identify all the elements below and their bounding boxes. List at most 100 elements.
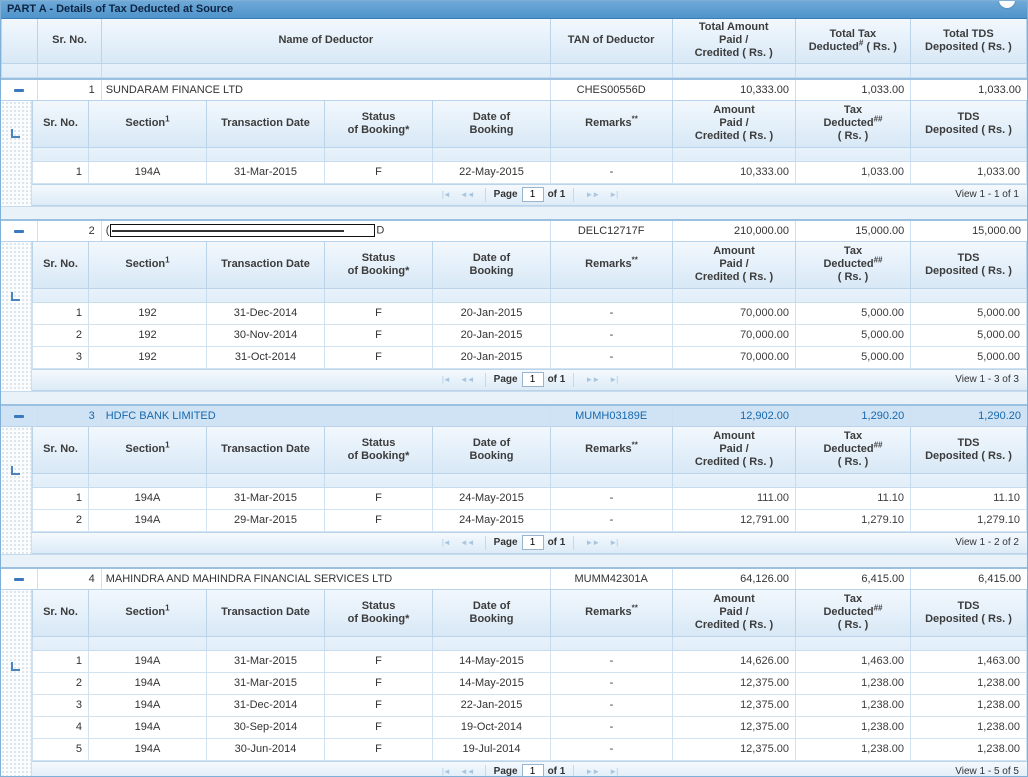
deductor-total-amount: 210,000.00 xyxy=(671,218,797,242)
pager-first-icon[interactable]: |◄ xyxy=(441,190,451,199)
sub-table-pager: |◄ ◄◄ Page of 1 ►► ►| View 1 - 1 of 1 xyxy=(32,183,1027,206)
pager-separator xyxy=(484,372,486,387)
pager-first-icon[interactable]: |◄ xyxy=(441,767,451,776)
deductor-row[interactable]: 1 SUNDARAM FINANCE LTD CHES00556D 10,333… xyxy=(1,77,1027,101)
cell-sr-no: 2 xyxy=(32,671,89,695)
pager-first-icon[interactable]: |◄ xyxy=(441,375,451,384)
pager-prev-icon[interactable]: ◄◄ xyxy=(459,767,475,776)
deductor-summary-table: 1 SUNDARAM FINANCE LTD CHES00556D 10,333… xyxy=(1,77,1027,101)
cell-date-of-booking: 22-May-2015 xyxy=(432,160,551,184)
pager-next-icon[interactable]: ►► xyxy=(585,375,600,384)
collapse-minus-icon[interactable] xyxy=(12,224,26,238)
deductor-sr-no: 1 xyxy=(36,77,102,101)
cell-tax-deducted: 1,238.00 xyxy=(795,671,911,695)
sub-col-sr-no: Sr. No. xyxy=(32,590,89,637)
col-header-total-amount: Total Amount Paid / Credited ( Rs. ) xyxy=(671,19,796,64)
deductor-summary-table: 2 (D DELC12717F 210,000.00 15,000.00 15,… xyxy=(1,218,1027,242)
tree-leaf-icon xyxy=(11,129,20,139)
pager-page-input[interactable] xyxy=(521,764,544,776)
collapse-minus-icon[interactable] xyxy=(12,409,26,423)
sub-col-status-of-booking: Status of Booking* xyxy=(324,590,433,637)
pager-of-label: of 1 xyxy=(547,189,566,200)
cell-amount-paid: 12,375.00 xyxy=(672,737,796,761)
pager-last-icon[interactable]: ►| xyxy=(609,767,618,776)
group-spacer xyxy=(1,390,1027,404)
transactions-sub-block: Sr. No. Section1 Transaction Date Status… xyxy=(1,590,1027,777)
pager-page-label: Page xyxy=(493,189,518,200)
transactions-table: Sr. No. Section1 Transaction Date Status… xyxy=(32,427,1027,532)
cell-section: 194A xyxy=(88,671,207,695)
cell-tax-deducted: 1,238.00 xyxy=(795,693,911,717)
pager-last-icon[interactable]: ►| xyxy=(609,375,618,384)
cell-tax-deducted: 5,000.00 xyxy=(795,301,911,325)
sub-col-transaction-date: Transaction Date xyxy=(206,427,325,474)
transaction-row: 1 192 31-Dec-2014 F 20-Jan-2015 - 70,000… xyxy=(32,301,1027,325)
cell-sr-no: 2 xyxy=(32,508,89,532)
pager-of-label: of 1 xyxy=(547,766,566,777)
pager-prev-icon[interactable]: ◄◄ xyxy=(459,538,475,547)
cell-tax-deducted: 5,000.00 xyxy=(795,323,911,347)
pager-page-input[interactable] xyxy=(521,187,544,202)
group-spacer xyxy=(1,205,1027,219)
pager-page-input[interactable] xyxy=(521,535,544,550)
collapse-minus-icon[interactable] xyxy=(12,83,26,97)
tree-leaf-icon xyxy=(11,466,20,476)
deductor-group: 2 (D DELC12717F 210,000.00 15,000.00 15,… xyxy=(1,218,1027,404)
transactions-sub-block: Sr. No. Section1 Transaction Date Status… xyxy=(1,427,1027,554)
deductor-group: 4 MAHINDRA AND MAHINDRA FINANCIAL SERVIC… xyxy=(1,566,1027,777)
pager-view-range: View 1 - 3 of 3 xyxy=(955,374,1019,385)
sub-header-strip xyxy=(32,635,1027,651)
pager-prev-icon[interactable]: ◄◄ xyxy=(459,375,475,384)
sub-table-pager: |◄ ◄◄ Page of 1 ►► ►| View 1 - 3 of 3 xyxy=(32,368,1027,391)
sub-col-section: Section1 xyxy=(88,427,207,474)
cell-tax-deducted: 1,279.10 xyxy=(795,508,911,532)
sub-col-date-of-booking: Date of Booking xyxy=(432,242,551,289)
cell-status-of-booking: F xyxy=(324,649,433,673)
pager-last-icon[interactable]: ►| xyxy=(609,538,618,547)
deductor-tan: MUMH03189E xyxy=(549,403,673,427)
cell-sr-no: 5 xyxy=(32,737,89,761)
sub-table-pager: |◄ ◄◄ Page of 1 ►► ►| View 1 - 5 of 5 xyxy=(32,760,1027,777)
deductor-total-tax: 1,033.00 xyxy=(795,77,912,101)
pager-last-icon[interactable]: ►| xyxy=(609,190,618,199)
pager-next-icon[interactable]: ►► xyxy=(585,538,600,547)
cell-status-of-booking: F xyxy=(324,737,433,761)
cell-date-of-booking: 20-Jan-2015 xyxy=(432,301,551,325)
deductor-row[interactable]: 4 MAHINDRA AND MAHINDRA FINANCIAL SERVIC… xyxy=(1,566,1027,590)
deductor-total-tax: 15,000.00 xyxy=(795,218,912,242)
pager-next-icon[interactable]: ►► xyxy=(585,190,600,199)
deductor-row[interactable]: 3 HDFC BANK LIMITED MUMH03189E 12,902.00… xyxy=(1,403,1027,427)
deductor-total-amount: 12,902.00 xyxy=(671,403,797,427)
cell-sr-no: 3 xyxy=(32,345,89,369)
cell-section: 194A xyxy=(88,508,207,532)
panel-title-bar: PART A - Details of Tax Deducted at Sour… xyxy=(1,1,1027,19)
pager-first-icon[interactable]: |◄ xyxy=(441,538,451,547)
tree-indent-column xyxy=(1,101,32,206)
deductor-group: 1 SUNDARAM FINANCE LTD CHES00556D 10,333… xyxy=(1,77,1027,219)
pager-next-icon[interactable]: ►► xyxy=(585,767,600,776)
pager-prev-icon[interactable]: ◄◄ xyxy=(459,190,475,199)
cell-date-of-booking: 14-May-2015 xyxy=(432,671,551,695)
cell-section: 194A xyxy=(88,737,207,761)
cell-transaction-date: 31-Mar-2015 xyxy=(206,649,325,673)
transactions-table: Sr. No. Section1 Transaction Date Status… xyxy=(32,242,1027,369)
cell-date-of-booking: 24-May-2015 xyxy=(432,508,551,532)
deductor-total-amount: 10,333.00 xyxy=(671,77,797,101)
cell-amount-paid: 111.00 xyxy=(672,486,796,510)
close-icon[interactable] xyxy=(999,1,1015,8)
sub-col-remarks: Remarks** xyxy=(550,101,673,148)
transaction-row: 2 194A 29-Mar-2015 F 24-May-2015 - 12,79… xyxy=(32,508,1027,532)
deductor-row[interactable]: 2 (D DELC12717F 210,000.00 15,000.00 15,… xyxy=(1,218,1027,242)
sub-col-amount-paid: Amount Paid / Credited ( Rs. ) xyxy=(672,101,796,148)
cell-tds-deposited: 1,463.00 xyxy=(910,649,1027,673)
sub-header-row: Sr. No. Section1 Transaction Date Status… xyxy=(32,242,1027,289)
sub-col-section: Section1 xyxy=(88,242,207,289)
cell-remarks: - xyxy=(550,301,673,325)
cell-sr-no: 1 xyxy=(32,301,89,325)
cell-status-of-booking: F xyxy=(324,693,433,717)
sub-col-amount-paid: Amount Paid / Credited ( Rs. ) xyxy=(672,427,796,474)
deductor-total-tds: 15,000.00 xyxy=(910,218,1027,242)
pager-page-input[interactable] xyxy=(521,372,544,387)
deductor-name: (D xyxy=(100,218,551,242)
collapse-minus-icon[interactable] xyxy=(12,572,26,586)
